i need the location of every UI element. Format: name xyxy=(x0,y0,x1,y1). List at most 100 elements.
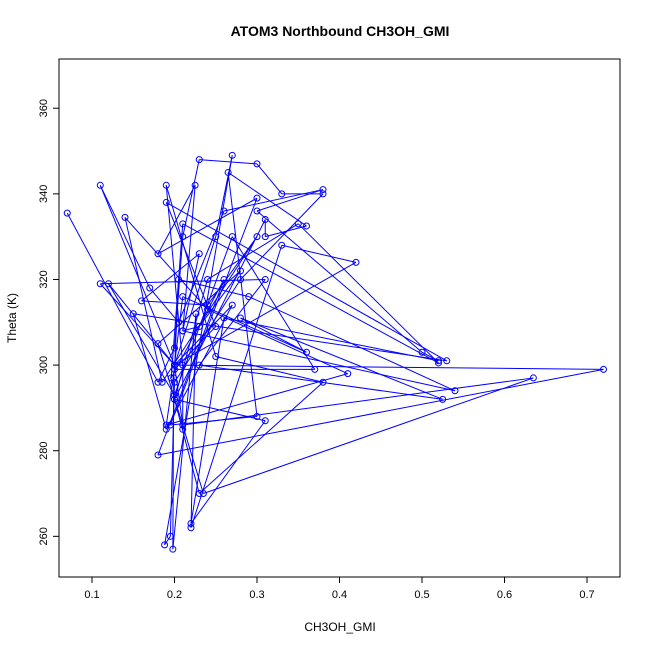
chart-title: ATOM3 Northbound CH3OH_GMI xyxy=(231,23,450,39)
data-point xyxy=(443,357,451,365)
data-point xyxy=(167,374,175,382)
y-tick-label: 320 xyxy=(38,270,50,288)
series-segment xyxy=(174,236,233,396)
data-point xyxy=(253,160,261,168)
series-segment xyxy=(190,313,197,528)
series-segment xyxy=(198,270,241,327)
data-point xyxy=(212,233,220,241)
series-segment xyxy=(149,287,180,323)
series-segment xyxy=(256,210,423,353)
series-segment xyxy=(182,185,196,331)
series-segment xyxy=(297,223,439,364)
x-tick-label: 0.6 xyxy=(497,589,512,601)
series-segment xyxy=(165,185,217,357)
data-point xyxy=(179,327,187,335)
data-point xyxy=(162,425,170,433)
data-point xyxy=(199,490,207,498)
data-point xyxy=(162,421,170,429)
series-segment xyxy=(174,261,357,366)
data-point xyxy=(529,374,537,382)
data-point xyxy=(96,280,104,288)
data-point xyxy=(220,207,228,215)
data-point xyxy=(311,365,319,373)
series-segment xyxy=(157,197,258,255)
series-segment xyxy=(174,365,184,426)
series-segment xyxy=(182,253,200,331)
data-point xyxy=(600,365,607,373)
data-point xyxy=(179,361,187,369)
y-tick-label: 280 xyxy=(38,442,50,460)
data-point xyxy=(220,314,228,322)
data-point xyxy=(261,275,269,283)
data-point xyxy=(162,181,170,189)
data-point xyxy=(195,250,203,258)
x-tick-label: 0.1 xyxy=(84,589,99,601)
series-segment xyxy=(215,356,324,383)
y-axis-label: Theta (K) xyxy=(5,293,19,343)
data-point xyxy=(204,301,211,309)
series-segment xyxy=(99,185,151,289)
x-axis-label: CH3OH_GMI xyxy=(304,620,375,634)
series-segment xyxy=(157,270,241,345)
data-point xyxy=(169,545,177,553)
x-axis: 0.1 0.2 0.3 0.4 0.5 0.6 0.7 xyxy=(84,577,595,601)
data-point xyxy=(171,344,178,352)
data-point xyxy=(154,451,162,459)
data-point xyxy=(154,340,162,348)
data-point xyxy=(344,370,352,378)
data-point xyxy=(171,395,178,403)
series-segment xyxy=(172,377,175,550)
data-point xyxy=(179,421,187,429)
series-segment xyxy=(174,399,200,494)
data-point xyxy=(154,378,162,386)
data-point xyxy=(96,181,104,189)
series-segment xyxy=(166,373,348,426)
series-segment xyxy=(256,189,324,212)
series-segment xyxy=(164,155,233,545)
series-segment xyxy=(215,155,233,237)
series-segment xyxy=(141,300,208,306)
data-point xyxy=(245,293,253,301)
x-tick-label: 0.5 xyxy=(414,589,429,601)
series-segment xyxy=(203,377,534,494)
data-point xyxy=(146,284,154,292)
data-point xyxy=(195,156,203,164)
data-point xyxy=(121,213,129,221)
data-point xyxy=(166,532,174,540)
series-segment xyxy=(157,343,204,494)
series-segment xyxy=(198,279,266,366)
series-segment xyxy=(198,381,324,494)
series-segment xyxy=(240,317,443,400)
series-segment xyxy=(133,313,447,362)
y-axis: 260 280 300 320 340 360 xyxy=(38,99,59,546)
data-point xyxy=(161,541,169,549)
data-point xyxy=(220,275,228,283)
series-segment xyxy=(108,283,175,366)
data-point xyxy=(171,361,178,369)
data-point xyxy=(228,233,236,241)
series-segment xyxy=(99,283,175,366)
data-point xyxy=(261,216,269,224)
series-segment xyxy=(174,296,184,366)
data-point xyxy=(237,267,244,275)
series-segment xyxy=(190,317,225,524)
series-segment xyxy=(227,172,258,417)
data-point xyxy=(418,348,426,356)
data-point xyxy=(187,519,195,527)
data-point xyxy=(294,220,302,228)
series-segment xyxy=(281,244,357,263)
series-segment xyxy=(165,185,184,366)
data-point xyxy=(261,233,269,241)
data-point xyxy=(319,190,327,198)
data-point xyxy=(191,181,199,189)
x-tick-label: 0.2 xyxy=(167,589,182,601)
y-tick-label: 260 xyxy=(38,527,50,545)
data-point xyxy=(105,280,112,288)
data-point xyxy=(253,207,261,215)
data-point xyxy=(175,318,183,326)
series-segment xyxy=(165,369,175,426)
data-point xyxy=(253,233,261,241)
data-point xyxy=(228,301,236,309)
